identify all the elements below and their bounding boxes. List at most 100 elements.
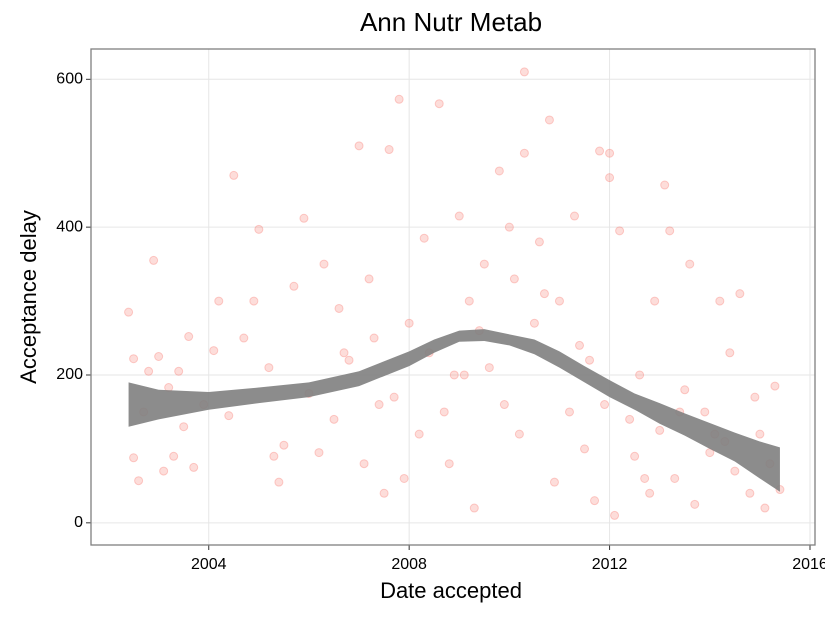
point [625,414,635,424]
point [404,318,414,328]
point [289,281,299,291]
point [585,355,595,365]
point [439,407,449,417]
point [509,274,519,284]
point [685,259,695,269]
point [554,296,564,306]
point [364,274,374,284]
x-tick-label: 2016 [792,556,825,573]
point [274,477,284,487]
point [464,296,474,306]
x-axis-title: Date accepted [380,578,522,603]
y-tick-label: 600 [56,71,83,88]
point [134,476,144,486]
point [665,226,675,236]
point [700,407,710,417]
point [650,296,660,306]
point [544,115,554,125]
point [314,448,324,458]
point [635,370,645,380]
point [384,145,394,155]
point [174,366,184,376]
point [615,226,625,236]
point [379,488,389,498]
plot-border [90,48,816,546]
point [680,385,690,395]
chart-title: Ann Nutr Metab [360,7,542,37]
point [549,477,559,487]
point [529,318,539,328]
point [570,211,580,221]
point [770,381,780,391]
point [504,222,514,232]
x-tick-label: 2008 [391,556,427,573]
point [154,352,164,362]
point [655,425,665,435]
point [750,392,760,402]
point [254,224,264,234]
point [610,510,620,520]
point [715,296,725,306]
y-tick-label: 400 [56,218,83,235]
point [454,211,464,221]
point [670,473,680,483]
point [494,166,504,176]
point [189,462,199,472]
point [184,332,194,342]
point [755,429,765,439]
point [730,466,740,476]
y-tick-label: 0 [74,514,83,531]
point [339,348,349,358]
point [419,233,429,243]
point [414,429,424,439]
point [394,94,404,104]
point [590,496,600,506]
point [745,488,755,498]
x-tick-label: 2004 [191,556,227,573]
point [735,289,745,299]
point [564,407,574,417]
point [269,451,279,461]
point [399,473,409,483]
point [514,429,524,439]
point [124,307,134,317]
point [725,348,735,358]
point [449,370,459,380]
smooth-band [128,329,780,492]
point [534,237,544,247]
point [334,303,344,313]
point [645,488,655,498]
point [444,459,454,469]
point [329,414,339,424]
point [229,170,239,180]
point [344,355,354,365]
point [249,296,259,306]
point [469,503,479,513]
point [760,503,770,513]
point [630,451,640,461]
point [264,363,274,373]
point [519,67,529,77]
point [299,213,309,223]
point [499,400,509,410]
point [374,400,384,410]
point [369,333,379,343]
point [519,148,529,158]
point [484,363,494,373]
point [129,354,139,364]
point [279,440,289,450]
point [359,459,369,469]
point [144,366,154,376]
point [319,259,329,269]
y-tick-label: 200 [56,366,83,383]
point [354,141,364,151]
point [159,466,169,476]
point [129,453,139,463]
point [605,148,615,158]
point [575,340,585,350]
point [660,180,670,190]
point [214,296,224,306]
point [640,473,650,483]
